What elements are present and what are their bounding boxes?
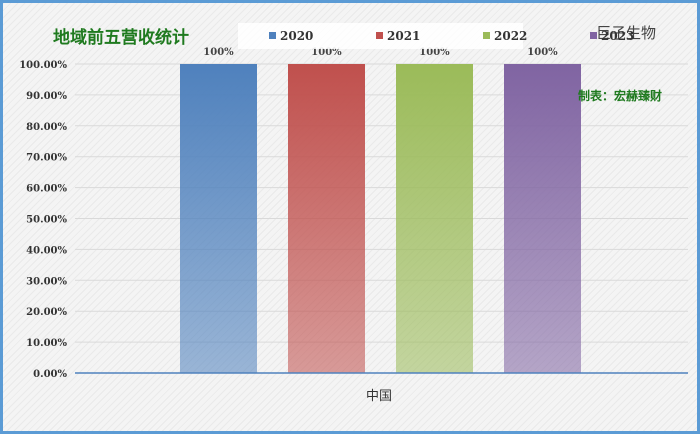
legend-swatch-2020 [269,32,276,39]
data-label-2021: 100% [311,47,342,58]
bar-2021 [288,64,365,373]
company-name: 巨子生物 [596,24,656,42]
legend-swatch-2022 [483,32,490,39]
y-tick-label: 80.00% [26,122,67,133]
legend-label-2022: 2022 [494,29,527,43]
y-tick-label: 30.00% [26,276,67,287]
chart-area: 0.00% 10.00% 20.00% 30.00% 40.00% 50.00% 60.00… [19,23,688,404]
data-label-2023: 100% [527,47,558,58]
gridlines [75,63,688,374]
data-label-2022: 100% [419,47,450,58]
legend-swatch-2021 [376,32,383,39]
legend-swatch-2023 [590,32,597,39]
y-tick-label: 0.00% [33,369,67,380]
legend-label-2023: 2023 [601,29,634,43]
y-tick-label: 60.00% [26,184,67,195]
legend-label-2020: 2020 [280,29,313,43]
bars [180,64,581,373]
y-tick-label: 100.00% [19,60,67,71]
x-category-label: 中国 [366,389,392,404]
y-tick-label: 50.00% [26,215,67,226]
bar-2022 [396,64,473,373]
legend: 2020 2021 2022 2023 [269,29,634,43]
y-tick-label: 40.00% [26,245,67,256]
bar-2020 [180,64,257,373]
y-tick-label: 70.00% [26,153,67,164]
y-tick-label: 20.00% [26,307,67,318]
bar-2023 [504,64,581,373]
legend-label-2021: 2021 [387,29,420,43]
data-labels: 100% 100% 100% 100% [203,47,558,58]
data-label-2020: 100% [203,47,234,58]
y-tick-label: 10.00% [26,338,67,349]
chart-title: 地域前五营收统计 [53,27,189,48]
y-tick-label: 90.00% [26,91,67,102]
maker-credit: 制表：宏赫臻财 [578,88,662,103]
y-axis-ticks: 0.00% 10.00% 20.00% 30.00% 40.00% 50.00% 60.00… [19,60,67,380]
